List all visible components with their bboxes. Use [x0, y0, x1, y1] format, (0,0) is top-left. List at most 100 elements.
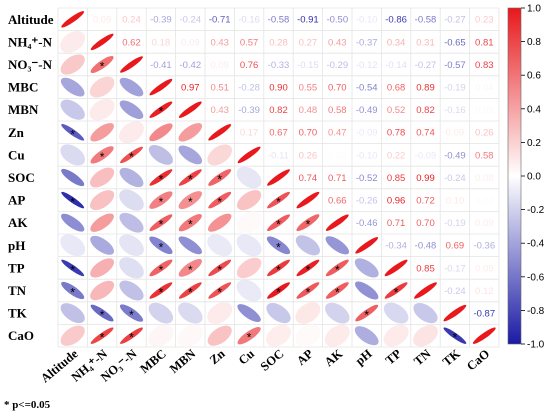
corr-ellipse-4-0: [60, 99, 85, 120]
corr-ellipse-13-4: [177, 302, 203, 324]
corr-ellipse-14-1: [90, 327, 114, 344]
corr-value-10-12: -0.48: [415, 241, 437, 252]
corr-value-5-13: 0.09: [446, 128, 465, 139]
corr-value-9-13: -0.19: [444, 218, 466, 229]
corr-value-3-7: 0.90: [269, 83, 288, 94]
significance-star: *: [129, 308, 134, 322]
corr-ellipse-12-1: [90, 280, 115, 301]
corr-value-6-7: -0.11: [268, 150, 289, 161]
column-label: AK: [322, 346, 346, 369]
row-label: NH₄⁺-N: [8, 34, 53, 49]
column-label: TN: [411, 347, 433, 369]
significance-star: *: [188, 263, 193, 277]
corr-ellipse-11-3: [149, 259, 173, 277]
corr-ellipse-3-1: [89, 76, 115, 98]
corr-ellipse-9-6: [236, 211, 262, 235]
corr-ellipse-3-3: [149, 78, 173, 96]
corr-value-2-12: -0.27: [415, 60, 437, 71]
corr-value-6-10: -0.10: [356, 150, 378, 161]
corr-ellipse-12-12: [414, 282, 437, 299]
colorbar-tick-label: -0.6: [527, 272, 545, 283]
corr-value-1-14: 0.81: [475, 37, 494, 48]
row-label: Zn: [8, 125, 25, 140]
corr-value-10-11: -0.34: [385, 241, 407, 252]
corr-ellipse-13-3: [148, 302, 174, 324]
corr-value-3-5: 0.51: [210, 83, 229, 94]
corr-value-4-9: 0.58: [328, 105, 347, 116]
corr-value-1-10: -0.37: [356, 37, 378, 48]
corr-value-8-12: 0.72: [416, 196, 435, 207]
corr-ellipse-4-4: [178, 101, 202, 118]
corr-value-4-12: 0.82: [416, 105, 435, 116]
row-label: MBN: [8, 102, 39, 117]
significance-star: *: [188, 195, 193, 209]
significance-star: *: [217, 286, 222, 300]
corr-ellipse-5-4: [178, 123, 203, 142]
colorbar-gradient: [507, 7, 522, 345]
corr-ellipse-7-2: [119, 167, 144, 188]
corr-ellipse-8-0: [61, 191, 85, 209]
corr-value-2-9: -0.29: [326, 60, 348, 71]
corr-value-2-8: -0.15: [297, 60, 319, 71]
corr-ellipse-10-7: [266, 236, 291, 255]
significance-star: *: [217, 173, 222, 187]
colorbar-tick-label: 0.8: [527, 37, 541, 48]
significance-star: *: [306, 286, 311, 300]
corr-ellipse-8-8: [296, 191, 320, 209]
corr-value-1-8: 0.27: [299, 37, 318, 48]
corr-ellipse-10-0: [60, 234, 86, 257]
corr-ellipse-11-8: [296, 259, 320, 277]
corr-ellipse-10-8: [295, 235, 321, 256]
significance-star: *: [364, 308, 369, 322]
corr-value-1-13: -0.65: [444, 37, 466, 48]
corr-value-0-10: -0.10: [356, 15, 378, 26]
corr-value-9-10: -0.46: [356, 218, 378, 229]
corr-value-4-6: -0.39: [238, 105, 260, 116]
corr-ellipse-14-3: [148, 324, 174, 347]
corr-ellipse-13-11: [383, 302, 409, 324]
corr-value-11-13: -0.17: [444, 263, 466, 274]
corr-ellipse-8-7: [267, 191, 290, 209]
significance-star: *: [70, 195, 75, 209]
significance-star: *: [247, 331, 252, 345]
corr-value-12-14: 0.12: [475, 286, 494, 297]
corr-value-3-9: 0.70: [328, 83, 347, 94]
corr-value-3-4: 0.97: [181, 83, 200, 94]
corr-value-4-10: -0.49: [356, 105, 378, 116]
corr-value-10-13: 0.69: [446, 241, 465, 252]
corr-value-6-13: -0.49: [444, 150, 466, 161]
heatmap-cells: 0.09 0.24 -0.39 -0.24 -0.71 -0.16 -0.58 -0.91 -0…: [57, 7, 500, 348]
corr-value-0-8: -0.91: [297, 15, 319, 26]
significance-star: *: [306, 263, 311, 277]
corr-value-0-6: -0.16: [238, 15, 260, 26]
significance-star: *: [188, 218, 193, 232]
significance-star: *: [70, 127, 75, 141]
corr-value-2-5: 0.09: [210, 60, 229, 71]
corr-ellipse-7-1: [90, 167, 115, 188]
corr-ellipse-14-14: [472, 327, 496, 344]
significance-star: *: [70, 286, 75, 300]
column-label: pH: [353, 346, 375, 368]
row-label: CaO: [8, 328, 34, 343]
corr-value-6-12: -0.09: [415, 150, 437, 161]
corr-value-11-12: 0.85: [416, 263, 435, 274]
corr-ellipse-6-4: [178, 145, 203, 165]
corr-value-0-13: -0.27: [444, 15, 466, 26]
corr-value-2-7: -0.33: [268, 60, 290, 71]
corr-ellipse-14-5: [207, 325, 232, 346]
corr-ellipse-11-2: [119, 257, 144, 279]
significance-star: *: [276, 286, 281, 300]
corr-value-5-9: 0.47: [328, 128, 347, 139]
corr-ellipse-14-0: [60, 325, 85, 346]
significance-star: *: [159, 286, 164, 300]
corr-ellipse-11-9: [325, 259, 349, 277]
significance-footnote: * p<=0.05: [4, 399, 51, 411]
significance-star: *: [276, 218, 281, 232]
corr-ellipse-12-3: [149, 282, 173, 299]
corr-ellipse-13-8: [295, 302, 321, 324]
corr-value-13-14: -0.87: [473, 309, 495, 320]
corr-ellipse-11-5: [208, 259, 232, 277]
corr-value-6-9: 0.02: [328, 150, 347, 161]
corr-ellipse-6-6: [237, 146, 261, 164]
colorbar-tick-label: -0.8: [527, 306, 545, 317]
